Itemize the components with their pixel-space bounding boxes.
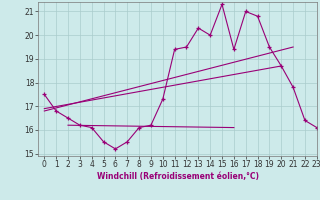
- X-axis label: Windchill (Refroidissement éolien,°C): Windchill (Refroidissement éolien,°C): [97, 172, 259, 181]
